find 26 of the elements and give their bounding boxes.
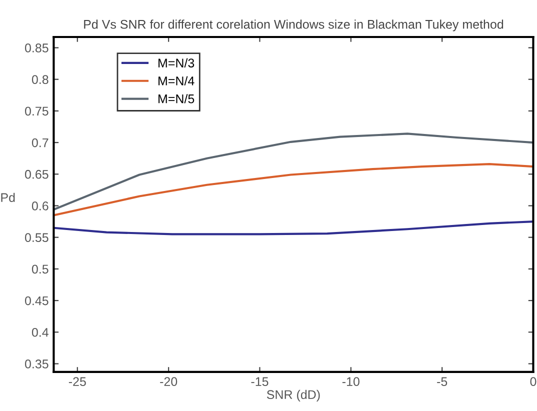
line-series xyxy=(54,162,534,216)
legend-label: M=N/3 xyxy=(158,58,194,68)
y-tick-label: 0.4 xyxy=(32,328,48,337)
y-tick-label: 0.75 xyxy=(25,106,48,116)
legend-label: M=N/4 xyxy=(158,76,194,86)
x-tick-label: -10 xyxy=(342,377,360,386)
line-series xyxy=(54,132,534,211)
y-tick-label: 0.7 xyxy=(32,138,48,148)
y-tick-label: 0.85 xyxy=(25,44,48,52)
x-tick-label: -15 xyxy=(251,377,268,386)
y-tick-label: 0.55 xyxy=(25,233,48,242)
chart-title: Pd Vs SNR for different corelation Windows size in Blackman Tukey method xyxy=(84,20,504,32)
x-tick-label: 0 xyxy=(530,377,536,386)
y-tick-label: 0.6 xyxy=(32,202,48,210)
y-tick-label: 0.5 xyxy=(32,264,48,274)
legend-label: M=N/5 xyxy=(158,94,194,104)
y-tick-label: 0.45 xyxy=(25,296,48,306)
y-axis-title: Pd xyxy=(1,192,15,202)
x-axis-title: SNR (dD) xyxy=(266,390,320,402)
y-tick-label: 0.35 xyxy=(25,360,48,368)
y-tick-label: 0.65 xyxy=(25,170,48,179)
y-tick-label: 0.8 xyxy=(32,75,48,84)
line-series xyxy=(54,220,534,236)
x-tick-label: -25 xyxy=(68,377,86,386)
x-tick-label: -5 xyxy=(437,377,448,386)
x-tick-label: -20 xyxy=(160,377,178,386)
